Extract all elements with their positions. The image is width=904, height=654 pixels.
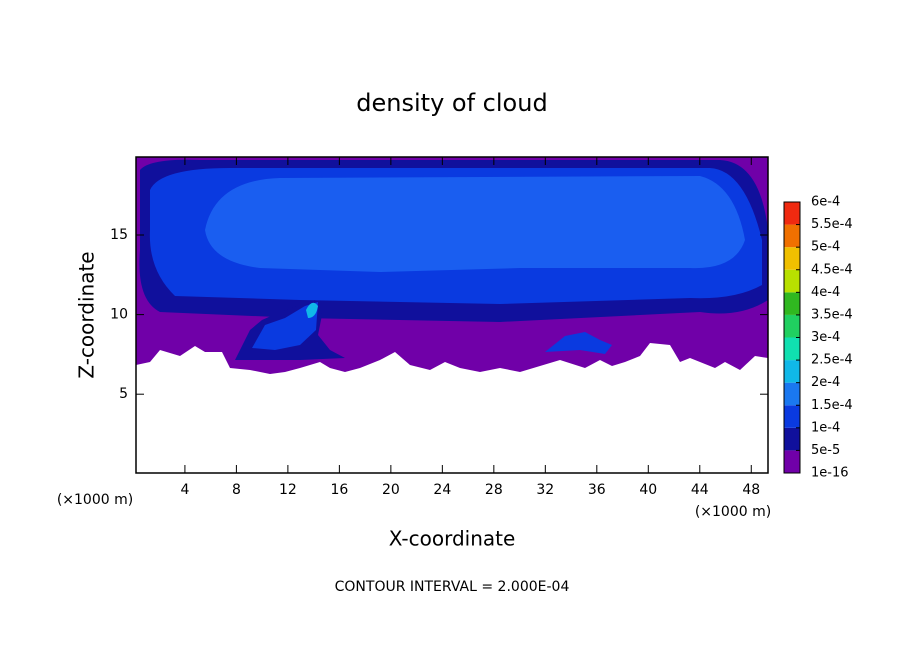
colorbar-label: 3e-4 [811, 330, 840, 345]
y-tick-label: 5 [119, 386, 128, 402]
x-tick-label: 24 [433, 482, 451, 498]
x-tick-label: 36 [588, 482, 606, 498]
colorbar-label: 3.5e-4 [811, 307, 853, 322]
x-unit-label: (×1000 m) [57, 492, 133, 508]
field-region [252, 302, 318, 350]
colorbar-label: 4e-4 [811, 285, 840, 300]
colorbar-bin [784, 224, 800, 248]
colorbar-bin [784, 405, 800, 428]
x-tick-label: 48 [742, 482, 760, 498]
x-tick-label: 40 [639, 482, 657, 498]
colorbar-bin [784, 292, 800, 315]
field-region [545, 332, 612, 354]
chart-title: density of cloud [356, 89, 547, 117]
field-region [306, 302, 318, 318]
x-tick-label: 16 [330, 482, 348, 498]
contour-field [136, 157, 768, 374]
colorbar-bin [784, 450, 800, 473]
colorbar-bin [784, 202, 800, 225]
colorbar-bin [784, 314, 800, 338]
colorbar-label: 5e-5 [811, 443, 840, 458]
colorbar-bin [784, 360, 800, 383]
footer-note: CONTOUR INTERVAL = 2.000E-04 [335, 579, 570, 595]
colorbar-label: 2e-4 [811, 375, 840, 390]
y-axis-title: Z-coordinate [75, 251, 99, 378]
colorbar-bin [784, 427, 800, 451]
y-tick-label: 15 [110, 227, 128, 243]
colorbar-label: 5.5e-4 [811, 217, 853, 232]
x-tick-label: 4 [180, 482, 189, 498]
colorbar-label: 5e-4 [811, 240, 840, 255]
colorbar-label: 1.5e-4 [811, 398, 853, 413]
y-tick-label: 10 [110, 307, 128, 323]
x-tick-label: 8 [232, 482, 241, 498]
colorbar-label: 2.5e-4 [811, 353, 853, 368]
x-tick-label: 32 [536, 482, 554, 498]
colorbar-label: 4.5e-4 [811, 262, 853, 277]
y-unit-label: (×1000 m) [695, 504, 771, 520]
colorbar-bin [784, 337, 800, 361]
colorbar-bin [784, 247, 800, 270]
field-region [205, 176, 745, 272]
x-tick-label: 12 [279, 482, 297, 498]
x-tick-label: 44 [691, 482, 709, 498]
colorbar-bin [784, 269, 800, 293]
x-tick-label: 20 [382, 482, 400, 498]
x-tick-label: 28 [485, 482, 503, 498]
x-axis-title: X-coordinate [389, 527, 516, 551]
colorbar-label: 1e-4 [811, 420, 840, 435]
colorbar-bin [784, 382, 800, 406]
colorbar-label: 1e-16 [811, 466, 849, 481]
colorbar-label: 6e-4 [811, 195, 840, 210]
